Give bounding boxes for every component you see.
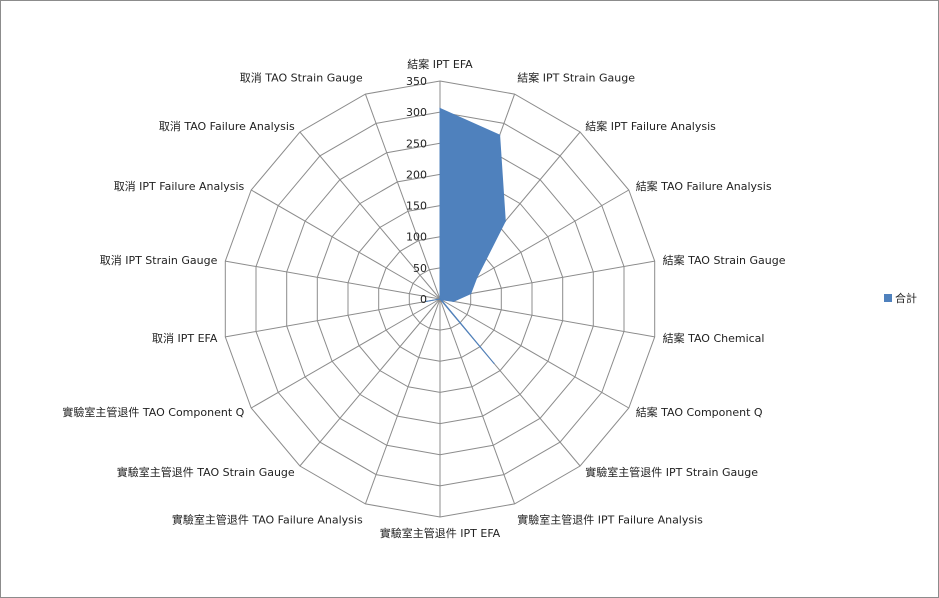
category-label: 取消 IPT EFA [152, 331, 218, 345]
category-label: 實驗室主管退件 TAO Component Q [62, 405, 244, 419]
data-point [439, 298, 441, 300]
category-label: 結案 IPT Failure Analysis [585, 119, 716, 133]
spoke [299, 298, 441, 467]
tick-label: 350 [406, 75, 427, 88]
spoke [439, 298, 630, 409]
tick-label: 200 [406, 168, 427, 181]
category-label: 實驗室主管退件 TAO Strain Gauge [117, 465, 295, 479]
tick-label: 150 [406, 200, 427, 213]
series-area [426, 107, 506, 364]
data-point [476, 277, 478, 279]
category-labels: 結案 IPT EFA 結案 IPT Strain Gauge 結案 IPT Fail… [62, 57, 785, 540]
category-label: 結案 TAO Component Q [636, 405, 763, 419]
spoke [439, 260, 655, 300]
spoke [225, 260, 441, 300]
category-label: 取消 TAO Strain Gauge [240, 71, 363, 85]
category-label: 結案 TAO Chemical [663, 331, 765, 345]
spoke [364, 298, 441, 505]
tick-label: 300 [406, 106, 427, 119]
data-point [499, 134, 501, 136]
data-point [440, 299, 442, 301]
data-point [425, 300, 428, 302]
category-label: 結案 IPT EFA [407, 57, 473, 71]
spoke [250, 298, 441, 409]
radar-series [425, 107, 506, 364]
legend-label: 合計 [895, 292, 917, 305]
category-label: 結案 TAO Failure Analysis [636, 179, 772, 193]
category-label: 實驗室主管退件 IPT Failure Analysis [517, 512, 703, 526]
data-point [452, 300, 455, 302]
spoke [439, 298, 516, 505]
spoke [225, 298, 441, 338]
spoke [250, 189, 441, 300]
tick-label: 50 [413, 262, 427, 275]
category-label: 實驗室主管退件 IPT Strain Gauge [585, 465, 758, 479]
data-point [493, 362, 495, 364]
tick-label: 100 [406, 231, 427, 244]
category-label: 結案 TAO Strain Gauge [663, 253, 786, 267]
legend-swatch [884, 294, 892, 302]
data-point [504, 220, 506, 222]
tick-label: 250 [406, 137, 427, 150]
spoke [439, 298, 655, 338]
data-point [470, 293, 472, 295]
category-label: 實驗室主管退件 IPT EFA [380, 526, 501, 540]
category-label: 取消 IPT Failure Analysis [114, 179, 245, 193]
spoke [364, 93, 441, 300]
tick-label: 0 [420, 293, 427, 306]
spoke [299, 131, 441, 300]
category-label: 取消 IPT Strain Gauge [100, 253, 218, 267]
legend: 合計 [884, 291, 917, 305]
category-label: 結案 IPT Strain Gauge [517, 71, 635, 85]
radial-ticks: 0 50 100 150 200 250 300 350 [406, 75, 427, 306]
category-label: 取消 TAO Failure Analysis [159, 119, 295, 133]
category-label: 實驗室主管退件 TAO Failure Analysis [172, 512, 363, 526]
data-point [439, 107, 441, 109]
